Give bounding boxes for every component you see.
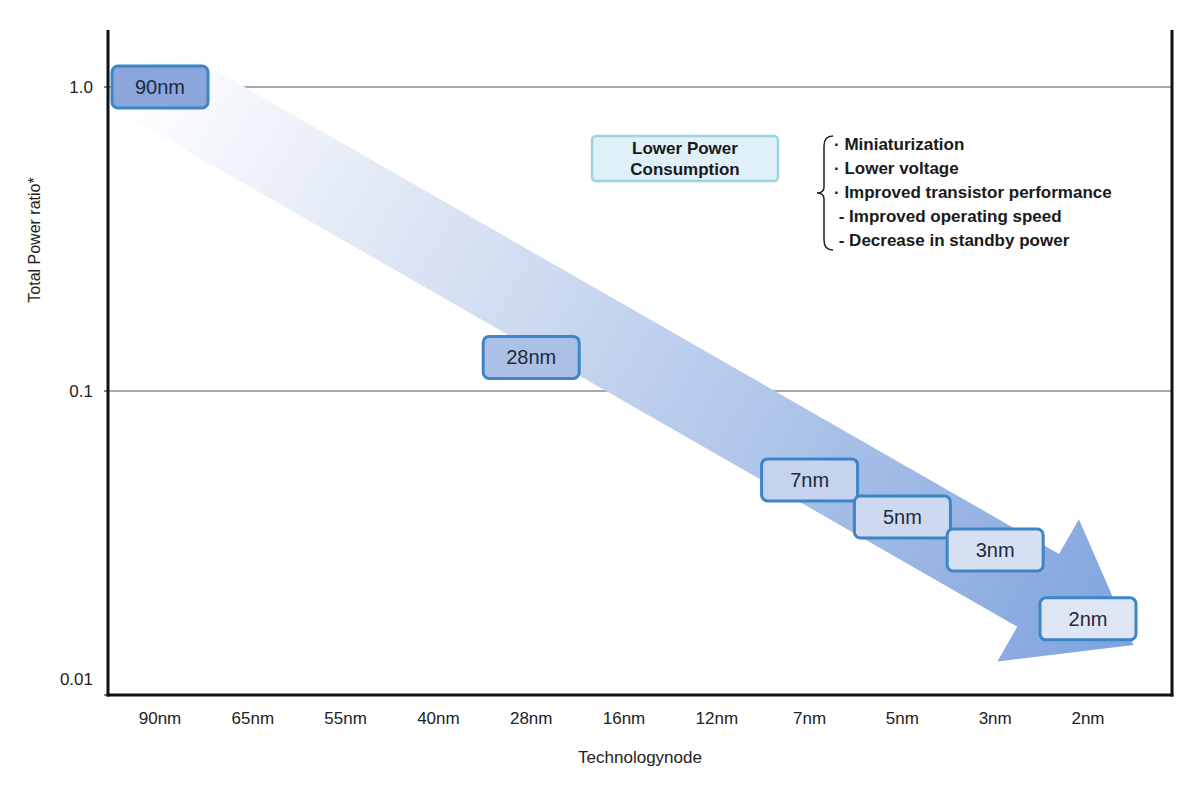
x-tick-label: 3nm <box>979 709 1012 728</box>
bullet-text: · Improved transistor performance <box>834 183 1112 202</box>
node-box <box>112 66 208 108</box>
x-tick-label: 65nm <box>232 709 275 728</box>
y-axis <box>107 30 110 697</box>
node-box-label: 3nm <box>976 539 1015 561</box>
node-box <box>1040 598 1136 640</box>
node-box <box>762 459 858 501</box>
node-box <box>947 529 1043 571</box>
node-box <box>854 496 950 538</box>
x-tick-label: 55nm <box>324 709 367 728</box>
x-tick-label: 7nm <box>793 709 826 728</box>
x-tick-label: 2nm <box>1071 709 1104 728</box>
y-tick-label: 1.0 <box>69 78 93 97</box>
callout-box <box>592 136 778 181</box>
x-axis <box>107 694 1174 697</box>
trend-arrow <box>113 36 1134 662</box>
y-tick <box>104 391 108 392</box>
bracket <box>817 136 833 250</box>
x-tick-label: 5nm <box>886 709 919 728</box>
grid-line <box>108 87 1172 88</box>
frame-right <box>1171 30 1174 697</box>
bullet-text: · Miniaturization <box>834 135 964 154</box>
node-box-label: 5nm <box>883 506 922 528</box>
y-axis-label: Total Power ratio* <box>26 177 43 302</box>
x-tick-label: 40nm <box>417 709 460 728</box>
y-tick <box>104 695 108 696</box>
node-box-label: 2nm <box>1069 608 1108 630</box>
bullet-text: - Improved operating speed <box>834 207 1062 226</box>
callout-text: Consumption <box>630 160 740 179</box>
mark-labels: 90nm 28nm 7nm 5nm 3nm 2nm <box>135 76 1107 630</box>
node-box-label: 28nm <box>506 346 556 368</box>
x-tick-label: 90nm <box>139 709 182 728</box>
node-box-label: 7nm <box>790 469 829 491</box>
y-tick-label: 0.01 <box>60 670 93 689</box>
marks <box>112 66 1136 640</box>
x-axis-label: Technologynode <box>578 748 702 767</box>
y-tick-label: 0.1 <box>69 382 93 401</box>
node-box-label: 90nm <box>135 76 185 98</box>
bullet-text: - Decrease in standby power <box>834 231 1070 250</box>
bullet-text: · Lower voltage <box>834 159 959 178</box>
callout-text: Lower Power <box>632 139 738 158</box>
node-box <box>483 336 579 378</box>
x-tick-label: 28nm <box>510 709 553 728</box>
chart: 1.0 0.1 0.01 90nm 65nm 55nm 40nm 28nm 16nm 12nm 7n… <box>0 0 1200 794</box>
x-tick-label: 12nm <box>696 709 739 728</box>
x-tick-label: 16nm <box>603 709 646 728</box>
y-tick <box>104 87 108 88</box>
